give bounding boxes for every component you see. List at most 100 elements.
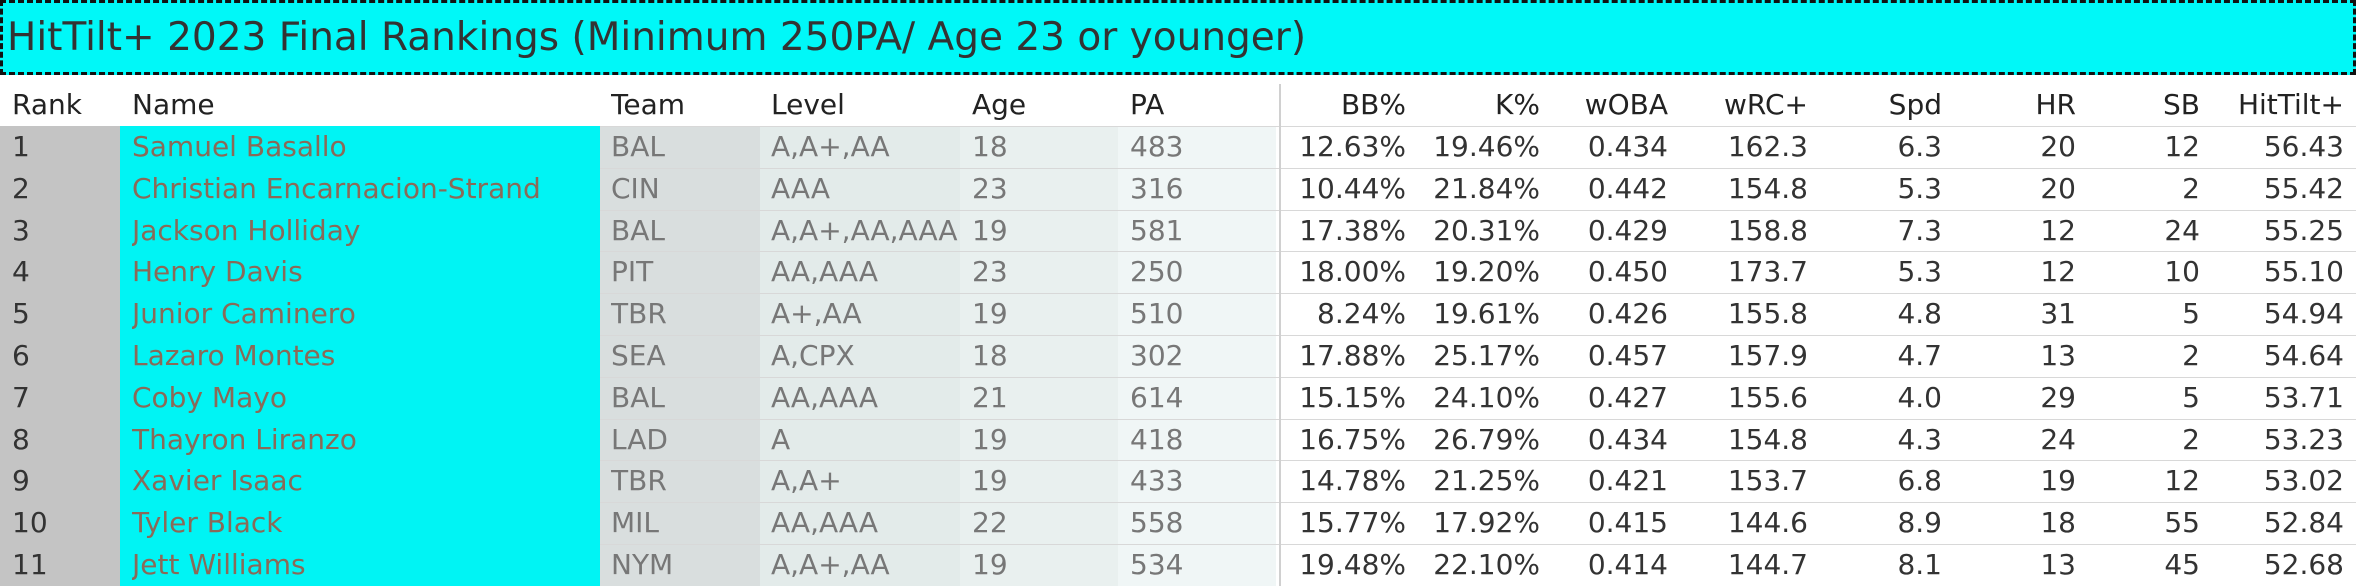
table-cell: 154.8: [1727, 171, 1808, 205]
table-cell: Henry Davis: [132, 255, 303, 289]
cell-background: [0, 167, 120, 210]
cell-background: [600, 126, 760, 168]
table-cell: CIN: [611, 171, 660, 205]
table-cell: A+,AA: [771, 297, 862, 331]
table-cell: 433: [1130, 464, 1184, 498]
cell-background: [600, 209, 760, 252]
table-cell: 14.78%: [1299, 464, 1406, 498]
table-cell: 13: [2040, 339, 2076, 372]
cell-background: [600, 167, 760, 210]
cell-background: [120, 544, 600, 586]
table-cell: 17.88%: [1299, 339, 1406, 372]
column-header: K%: [1495, 88, 1540, 121]
table-cell: 24: [2040, 422, 2076, 456]
table-cell: A,A+,AA,AAA: [771, 213, 958, 247]
table-cell: 6.3: [1897, 130, 1942, 163]
table-cell: AA,AAA: [771, 506, 879, 540]
column-header: Team: [611, 88, 686, 121]
cell-background: [120, 460, 600, 503]
cell-background: [120, 167, 600, 210]
cell-background: [0, 418, 120, 461]
table-cell: 155.8: [1727, 297, 1808, 331]
table-cell: 18: [2040, 506, 2076, 540]
table-cell: 22: [972, 506, 1008, 540]
table-cell: Jett Williams: [132, 548, 306, 581]
table-cell: 8.1: [1897, 548, 1942, 581]
cell-background: [600, 460, 760, 503]
cell-background: [760, 251, 960, 294]
table-cell: 55.10: [2263, 255, 2344, 289]
table-cell: 162.3: [1727, 130, 1808, 163]
table-cell: 173.7: [1727, 255, 1808, 289]
table-cell: 10: [2164, 255, 2200, 289]
table-cell: 31: [2040, 297, 2076, 331]
table-cell: 24: [2164, 213, 2200, 247]
table-cell: 144.6: [1727, 506, 1808, 540]
table-cell: 19.48%: [1299, 548, 1406, 581]
cell-background: [960, 418, 1118, 461]
table-cell: 10: [12, 506, 48, 540]
table-cell: 52.68: [2263, 548, 2344, 581]
table-cell: 12: [2040, 213, 2076, 247]
cell-background: [960, 293, 1118, 335]
table-cell: 45: [2164, 548, 2200, 581]
table-cell: 0.442: [1587, 171, 1668, 205]
table-cell: 15.15%: [1299, 380, 1406, 414]
cell-background: [600, 376, 760, 419]
cell-background: [120, 502, 600, 544]
table-cell: SEA: [611, 339, 666, 372]
cell-background: [960, 167, 1118, 210]
cell-background: [1118, 502, 1276, 544]
table-cell: 55.25: [2263, 213, 2344, 247]
table-cell: 558: [1130, 506, 1184, 540]
column-header: PA: [1130, 88, 1165, 121]
table-cell: 9: [12, 464, 30, 498]
cell-background: [960, 502, 1118, 544]
table-cell: 154.8: [1727, 422, 1808, 456]
table-cell: 0.415: [1587, 506, 1668, 540]
table-cell: 19: [2040, 464, 2076, 498]
table-cell: 18: [972, 130, 1008, 163]
table-cell: 157.9: [1727, 339, 1808, 372]
cell-background: [600, 293, 760, 335]
table-cell: 53.23: [2263, 422, 2344, 456]
table-cell: 0.427: [1587, 380, 1668, 414]
table-cell: 54.94: [2263, 297, 2344, 331]
cell-background: [120, 126, 600, 168]
table-cell: 12: [2164, 130, 2200, 163]
table-cell: 418: [1130, 422, 1184, 456]
table-cell: Xavier Isaac: [132, 464, 303, 498]
table-cell: 8.24%: [1317, 297, 1406, 331]
table-cell: Coby Mayo: [132, 380, 287, 414]
table-cell: 158.8: [1727, 213, 1808, 247]
table-cell: 534: [1130, 548, 1184, 581]
table-cell: TBR: [611, 464, 667, 498]
table-cell: 17.92%: [1433, 506, 1540, 540]
cell-background: [760, 418, 960, 461]
cell-background: [0, 293, 120, 335]
cell-background: [1118, 544, 1276, 586]
table-cell: 15.77%: [1299, 506, 1406, 540]
row-line: [600, 502, 2356, 504]
cell-background: [0, 335, 120, 377]
table-cell: 8: [12, 422, 30, 456]
table-cell: 17.38%: [1299, 213, 1406, 247]
table-cell: 0.414: [1587, 548, 1668, 581]
table-cell: 52.84: [2263, 506, 2344, 540]
table-cell: 581: [1130, 213, 1184, 247]
table-cell: Jackson Holliday: [132, 213, 361, 247]
row-line: [600, 251, 2356, 253]
column-header: Level: [771, 88, 845, 121]
table-cell: A,A+: [771, 464, 842, 498]
table-cell: NYM: [611, 548, 674, 581]
table-cell: 11: [12, 548, 48, 581]
table-cell: Samuel Basallo: [132, 130, 347, 163]
table-cell: 316: [1130, 171, 1184, 205]
title: HitTilt+ 2023 Final Rankings (Minimum 25…: [0, 0, 2356, 75]
table-cell: 5.3: [1897, 171, 1942, 205]
cell-background: [0, 251, 120, 294]
table-cell: 614: [1130, 380, 1184, 414]
table-cell: 2: [2182, 339, 2200, 372]
table-cell: Junior Caminero: [132, 297, 356, 331]
